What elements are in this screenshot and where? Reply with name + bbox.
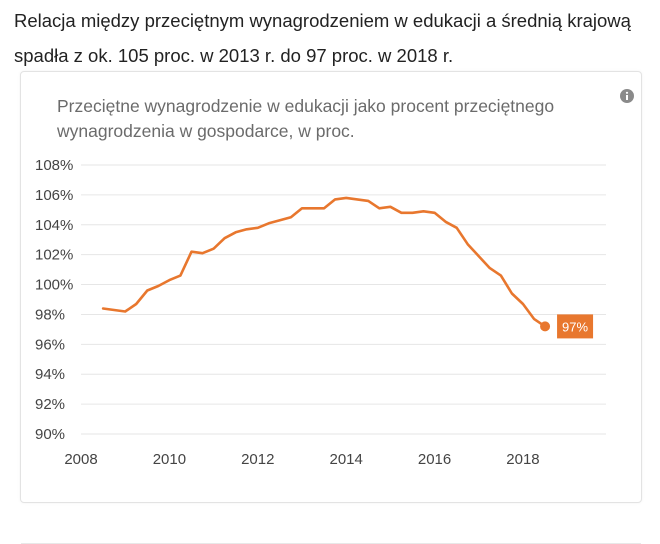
x-tick-label: 2012	[241, 451, 274, 468]
chart-title: Przeciętne wynagrodzenie w edukacji jako…	[57, 96, 555, 141]
series-line	[101, 196, 547, 328]
x-tick-label: 2014	[329, 451, 362, 468]
y-tick-label: 108%	[35, 157, 73, 174]
y-tick-label: 90%	[35, 426, 65, 443]
y-tick-label: 96%	[35, 336, 65, 353]
line-chart: 90% 92% 94% 96% 98% 100% 102% 104% 106% 108% 2008 2…	[35, 157, 606, 468]
x-tick-label: 2010	[153, 451, 186, 468]
y-tick-label: 92%	[35, 396, 65, 413]
y-tick-label: 100%	[35, 277, 73, 294]
y-tick-label: 104%	[35, 217, 73, 234]
end-point	[540, 321, 551, 332]
y-tick-label: 98%	[35, 306, 65, 323]
x-tick-label: 2016	[418, 451, 451, 468]
chart-caption: Relacja między przeciętnym wynagrodzenie…	[14, 10, 631, 66]
end-label-badge	[557, 314, 594, 339]
chart-card: Przeciętne wynagrodzenie w edukacji jako…	[20, 71, 642, 544]
y-tick-label: 94%	[35, 366, 65, 383]
info-icon[interactable]	[620, 89, 634, 103]
end-label: 97%	[562, 319, 588, 334]
x-tick-label: 2008	[64, 451, 97, 468]
x-tick-label: 2018	[506, 451, 539, 468]
y-tick-label: 102%	[35, 247, 73, 264]
y-tick-label: 106%	[35, 187, 73, 204]
